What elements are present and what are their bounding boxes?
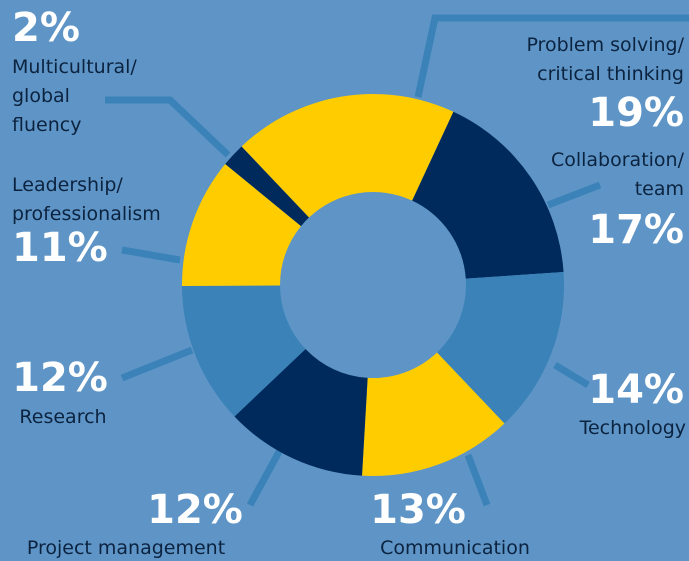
leader-line	[105, 96, 231, 158]
leader-lines	[105, 14, 689, 507]
value-label: 14%	[588, 367, 684, 413]
leader-line	[414, 14, 689, 98]
category-label: Collaboration/team	[551, 149, 685, 200]
category-label: Problem solving/critical thinking	[526, 34, 684, 85]
leader-line	[120, 346, 194, 382]
value-label: 12%	[147, 487, 243, 533]
value-label: 2%	[12, 5, 80, 51]
value-label: 17%	[588, 207, 684, 253]
category-label: Project management	[27, 537, 225, 559]
leader-line	[121, 246, 181, 264]
slice	[362, 352, 505, 476]
labels: Problem solving/critical thinking 19% Coll…	[12, 5, 686, 559]
slice	[234, 349, 368, 476]
category-label: Leadership/professionalism	[12, 174, 161, 225]
slice	[182, 285, 306, 417]
value-label: 13%	[370, 487, 466, 533]
value-label: 19%	[588, 90, 684, 136]
category-label: Technology	[579, 417, 686, 439]
category-label: Communication	[380, 537, 530, 559]
slice	[437, 272, 564, 424]
category-label: Multicultural/global fluency	[12, 56, 137, 136]
slice	[182, 164, 302, 287]
leader-line	[546, 181, 602, 209]
slice	[412, 111, 564, 279]
value-label: 12%	[12, 355, 108, 401]
slice	[241, 94, 454, 218]
value-label: 11%	[12, 225, 108, 271]
category-label: Research	[19, 406, 106, 428]
donut	[182, 94, 564, 476]
leader-line	[553, 362, 590, 388]
slice	[225, 146, 309, 227]
leader-line	[464, 453, 491, 507]
leader-line	[246, 448, 284, 507]
